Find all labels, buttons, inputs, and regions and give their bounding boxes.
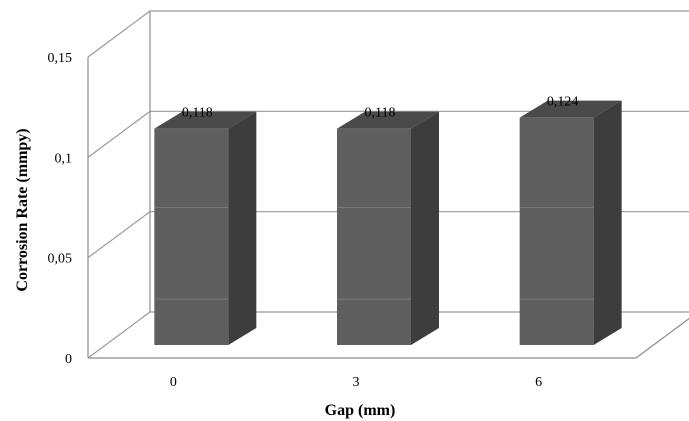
x-tick-label-2: 6 [535,375,542,390]
bars-layer [154,100,622,346]
bar-side-0 [228,111,257,346]
bar-top-2 [519,100,622,118]
x-tick-label-1: 3 [353,375,360,390]
floor-edge [88,317,689,359]
bar-side-1 [411,111,439,346]
data-label-1: 0,118 [365,106,396,121]
bar-top-1 [337,111,439,129]
x-axis-title: Gap (mm) [325,402,396,419]
y-tick-label-3: 0,15 [48,51,73,66]
bar-top-0 [154,111,257,129]
x-tick-label-0: 0 [170,375,177,390]
bar-front-0 [154,128,229,345]
y-tick-label-0: 0 [65,352,72,367]
data-label-2: 0,124 [547,95,579,110]
bar-side-2 [593,100,622,346]
labels-layer: 0 0,05 0,1 0,15 0,118 0 0,118 3 0,124 6 [48,51,579,390]
y-tick-label-2: 0,1 [55,151,73,166]
grid-layer [87,10,689,359]
bar-front-2 [519,117,594,346]
y-axis-title: Corrosion Rate (mmpy) [14,128,31,291]
gridline-3 [87,10,689,58]
y-tick-label-1: 0,05 [48,252,73,267]
data-label-0: 0,118 [182,106,213,121]
bar-front-1 [337,128,411,345]
